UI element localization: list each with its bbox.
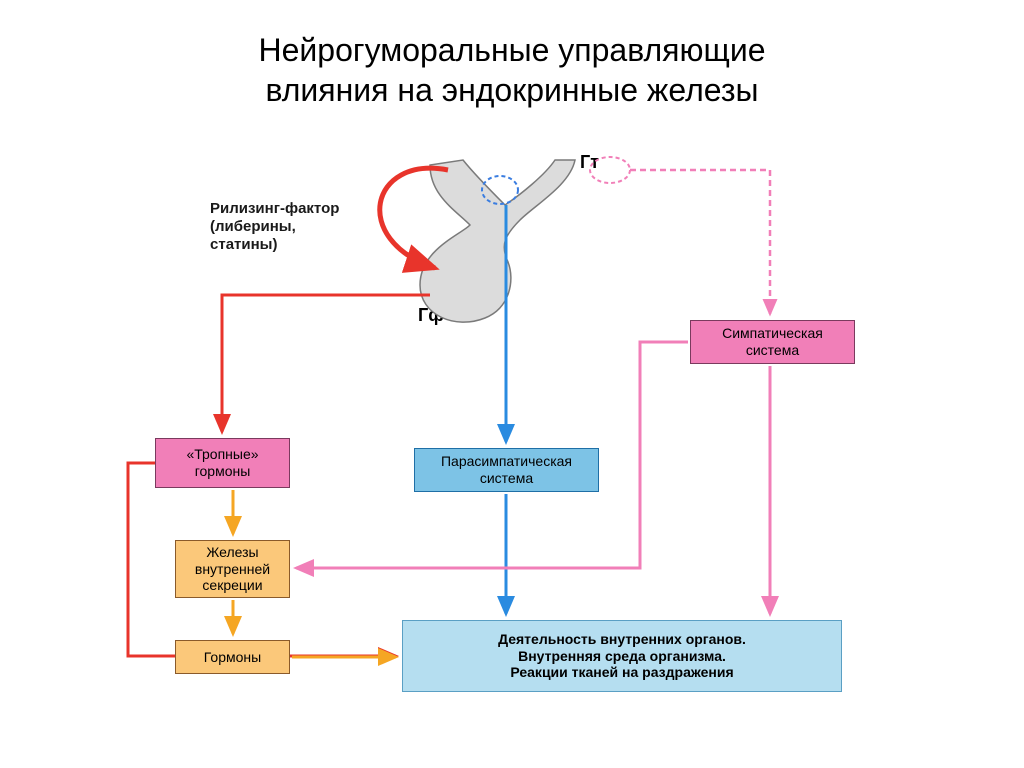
- gf-label: Гф: [418, 305, 444, 326]
- box-sympathetic: Симпатическаясистема: [690, 320, 855, 364]
- diagram-canvas: Рилизинг-фактор (либерины, статины) Гт Г…: [0, 0, 1024, 768]
- box-glands: Железывнутреннейсекреции: [175, 540, 290, 598]
- releasing-label-l2: (либерины,: [210, 218, 296, 235]
- box-tropic-hormones: «Тропные»гормоны: [155, 438, 290, 488]
- releasing-label-l3: статины): [210, 236, 277, 253]
- arrow-releasing-factor: [380, 168, 448, 268]
- box-activity-text: Деятельность внутренних органов.Внутренн…: [498, 631, 746, 681]
- box-activity: Деятельность внутренних органов.Внутренн…: [402, 620, 842, 692]
- box-symp-text: Симпатическаясистема: [722, 325, 823, 359]
- arrow-nucleus-to-symp: [630, 170, 770, 314]
- box-tropic-text: «Тропные»гормоны: [186, 446, 258, 480]
- gt-label: Гт: [580, 152, 599, 173]
- box-parasympathetic: Парасимпатическаясистема: [414, 448, 599, 492]
- box-parasymp-text: Парасимпатическаясистема: [441, 453, 572, 487]
- arrow-gf-to-tropic: [222, 295, 430, 432]
- releasing-factor-label: Рилизинг-фактор (либерины, статины): [210, 200, 339, 254]
- box-glands-text: Железывнутреннейсекреции: [195, 544, 270, 594]
- box-hormones-text: Гормоны: [204, 649, 261, 666]
- box-hormones: Гормоны: [175, 640, 290, 674]
- hypothalamus-pituitary-icon: [420, 157, 630, 322]
- releasing-label-l1: Рилизинг-фактор: [210, 200, 339, 217]
